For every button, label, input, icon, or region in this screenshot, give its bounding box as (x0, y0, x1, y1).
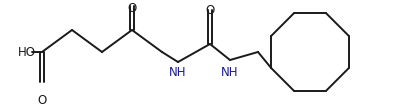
Text: O: O (206, 4, 215, 17)
Text: O: O (37, 94, 47, 106)
Text: NH: NH (221, 66, 239, 79)
Text: NH: NH (169, 66, 187, 79)
Text: O: O (127, 2, 137, 15)
Text: HO: HO (18, 45, 36, 59)
